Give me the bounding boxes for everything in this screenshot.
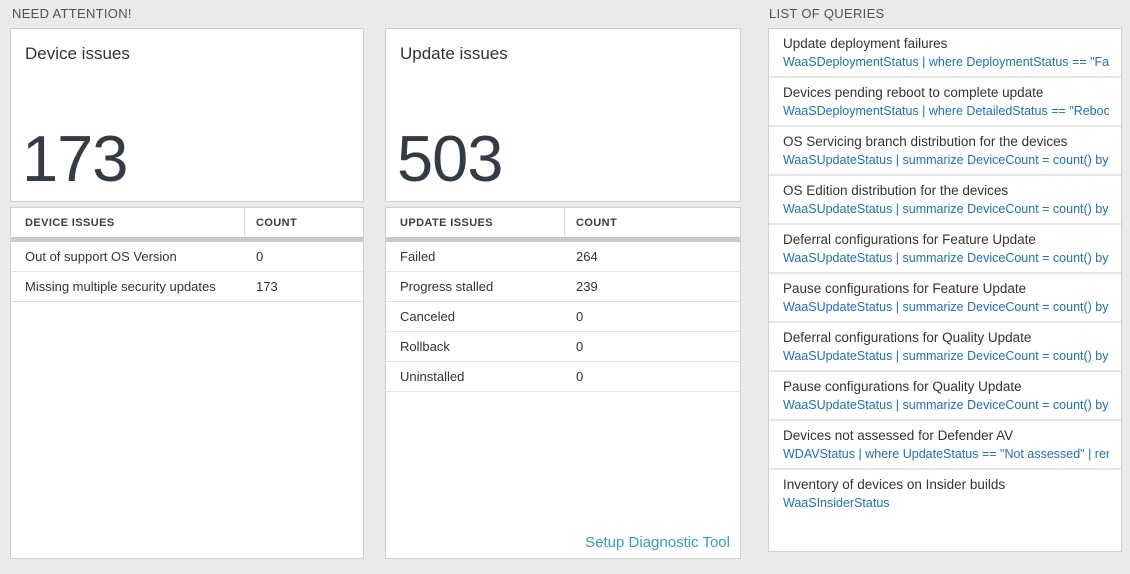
device-issues-tile[interactable]: Device issues 173 [10, 28, 364, 202]
query-list-item[interactable]: Inventory of devices on Insider builds W… [769, 470, 1121, 551]
device-issues-table-body: Out of support OS Version 0 Missing mult… [11, 242, 363, 302]
device-issues-table-header: DEVICE ISSUES COUNT [11, 208, 363, 237]
query-code-text: WaaSUpdateStatus | summarize DeviceCount… [783, 300, 1109, 314]
query-list-item[interactable]: Devices pending reboot to complete updat… [769, 78, 1121, 127]
device-issues-count: 173 [22, 122, 128, 196]
update-issues-tile-title: Update issues [400, 44, 508, 63]
update-issues-table: UPDATE ISSUES COUNT Failed 264 Progress … [385, 207, 741, 559]
query-list-item[interactable]: OS Servicing branch distribution for the… [769, 127, 1121, 176]
query-title: Update deployment failures [783, 36, 948, 51]
table-row[interactable]: Out of support OS Version 0 [11, 242, 363, 272]
query-list-item[interactable]: Update deployment failures WaaSDeploymen… [769, 29, 1121, 78]
issue-count: 264 [576, 249, 598, 264]
table-header-divider [386, 237, 740, 242]
issue-label: Failed [400, 249, 436, 264]
issue-count: 0 [576, 309, 584, 324]
list-of-queries-section-header: LIST OF QUERIES [769, 6, 885, 21]
issue-label: Missing multiple security updates [25, 279, 216, 294]
update-issues-column-header: UPDATE ISSUES [386, 208, 565, 237]
query-list-item[interactable]: Deferral configurations for Quality Upda… [769, 323, 1121, 372]
query-code-text: WaaSUpdateStatus | summarize DeviceCount… [783, 398, 1109, 412]
query-title: Devices not assessed for Defender AV [783, 428, 1014, 443]
query-title: Deferral configurations for Quality Upda… [783, 330, 1032, 345]
list-of-queries-panel: Update deployment failures WaaSDeploymen… [768, 28, 1122, 552]
issue-count: 0 [576, 369, 584, 384]
table-row[interactable]: Failed 264 [386, 242, 740, 272]
need-attention-section-header: NEED ATTENTION! [12, 6, 132, 21]
table-row[interactable]: Missing multiple security updates 173 [11, 272, 363, 302]
query-list-item[interactable]: Pause configurations for Quality Update … [769, 372, 1121, 421]
query-list-item[interactable]: Pause configurations for Feature Update … [769, 274, 1121, 323]
issue-count: 0 [256, 249, 264, 264]
table-row[interactable]: Progress stalled 239 [386, 272, 740, 302]
query-title: OS Edition distribution for the devices [783, 183, 1009, 198]
query-code-text: WaaSUpdateStatus | summarize DeviceCount… [783, 349, 1109, 363]
query-list-item[interactable]: Deferral configurations for Feature Upda… [769, 225, 1121, 274]
issue-count: 0 [576, 339, 584, 354]
query-code-text: WaaSInsiderStatus [783, 496, 890, 510]
device-issues-table: DEVICE ISSUES COUNT Out of support OS Ve… [10, 207, 364, 559]
table-row[interactable]: Canceled 0 [386, 302, 740, 332]
query-title: Pause configurations for Feature Update [783, 281, 1027, 296]
issue-label: Canceled [400, 309, 455, 324]
setup-diagnostic-tool-link[interactable]: Setup Diagnostic Tool [585, 534, 730, 551]
update-issues-count: 503 [397, 122, 503, 196]
query-code-text: WDAVStatus | where UpdateStatus == "Not … [783, 447, 1109, 461]
query-title: Pause configurations for Quality Update [783, 379, 1022, 394]
table-header-divider [11, 237, 363, 242]
query-title: Devices pending reboot to complete updat… [783, 85, 1044, 100]
update-issues-table-body: Failed 264 Progress stalled 239 Canceled… [386, 242, 740, 392]
query-code-text: WaaSUpdateStatus | summarize DeviceCount… [783, 202, 1109, 216]
issue-label: Rollback [400, 339, 450, 354]
table-row[interactable]: Rollback 0 [386, 332, 740, 362]
device-issues-column-header: DEVICE ISSUES [11, 208, 245, 237]
query-code-text: WaaSUpdateStatus | summarize DeviceCount… [783, 153, 1109, 167]
issue-label: Progress stalled [400, 279, 494, 294]
issue-label: Out of support OS Version [25, 249, 177, 264]
query-list-item[interactable]: Devices not assessed for Defender AV WDA… [769, 421, 1121, 470]
query-list-item[interactable]: OS Edition distribution for the devices … [769, 176, 1121, 225]
query-code-text: WaaSUpdateStatus | summarize DeviceCount… [783, 251, 1109, 265]
update-issues-table-header: UPDATE ISSUES COUNT [386, 208, 740, 237]
query-code-text: WaaSDeploymentStatus | where DeploymentS… [783, 55, 1109, 69]
device-issues-tile-title: Device issues [25, 44, 130, 63]
count-column-header: COUNT [576, 216, 618, 229]
issue-count: 173 [256, 279, 278, 294]
table-row[interactable]: Uninstalled 0 [386, 362, 740, 392]
count-column-header: COUNT [256, 216, 298, 229]
issue-label: Uninstalled [400, 369, 465, 384]
issue-count: 239 [576, 279, 598, 294]
query-title: OS Servicing branch distribution for the… [783, 134, 1068, 149]
query-title: Deferral configurations for Feature Upda… [783, 232, 1036, 247]
query-code-text: WaaSDeploymentStatus | where DetailedSta… [783, 104, 1109, 118]
query-title: Inventory of devices on Insider builds [783, 477, 1006, 492]
update-issues-tile[interactable]: Update issues 503 [385, 28, 741, 202]
